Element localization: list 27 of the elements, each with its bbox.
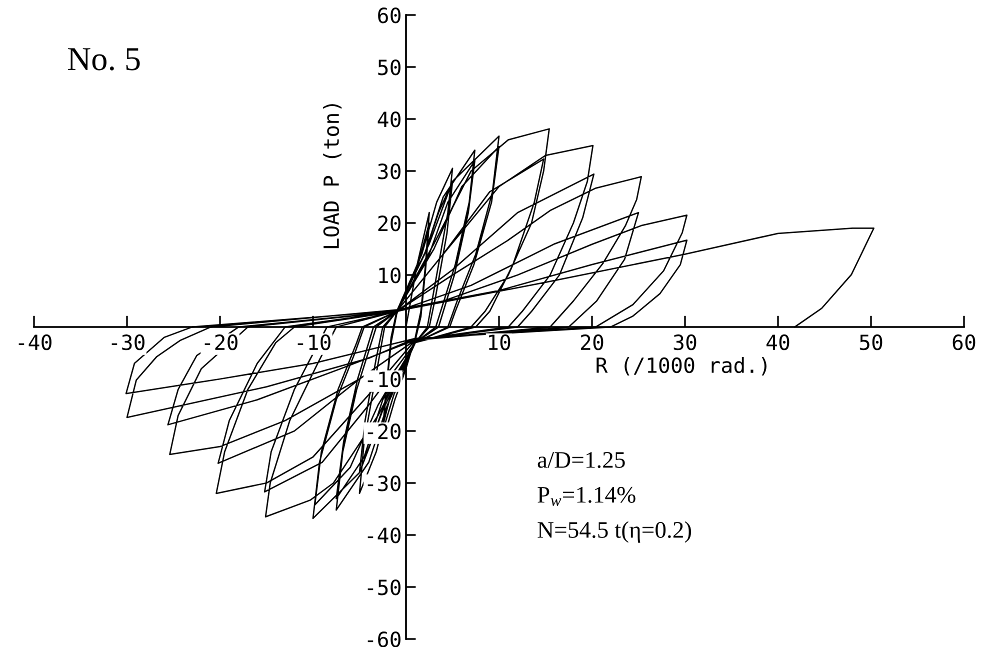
y-tick-label: -10 <box>368 372 400 388</box>
x-tick-label: -20 <box>204 334 238 350</box>
y-tick-label: 40 <box>378 112 400 128</box>
y-tick-label: -60 <box>368 632 400 647</box>
x-tick-label: 10 <box>488 334 510 350</box>
y-tick-label: 50 <box>378 60 400 76</box>
x-tick-label: 40 <box>766 334 790 350</box>
x-tick-label: 50 <box>860 334 882 350</box>
x-tick-label: -30 <box>112 334 144 350</box>
y-tick-label: 30 <box>378 164 400 180</box>
annotation: N=54.5 t(η=0.2) <box>538 521 692 543</box>
annotation: P$_{w}$=1.14% <box>538 486 636 506</box>
y-tick-label: 60 <box>378 8 400 24</box>
x-tick-label: 20 <box>581 334 604 350</box>
x-tick-label: -40 <box>18 334 52 350</box>
y-tick-label: 10 <box>379 268 400 284</box>
annotation: a/D=1.25 <box>538 452 625 468</box>
text: No. 5 <box>68 48 140 70</box>
x-tick-label: 30 <box>674 334 696 350</box>
y-tick-label: -50 <box>368 580 400 596</box>
x-tick-label: -10 <box>298 334 330 350</box>
y-axis-title: LOAD P (ton) <box>322 104 342 248</box>
x-axis-title: R (/1000 rad.) <box>596 356 766 376</box>
y-tick-label: -40 <box>368 528 400 544</box>
y-tick-label: 20 <box>378 216 400 232</box>
y-tick-label: -30 <box>368 476 400 492</box>
x-tick-label: 60 <box>952 334 976 350</box>
